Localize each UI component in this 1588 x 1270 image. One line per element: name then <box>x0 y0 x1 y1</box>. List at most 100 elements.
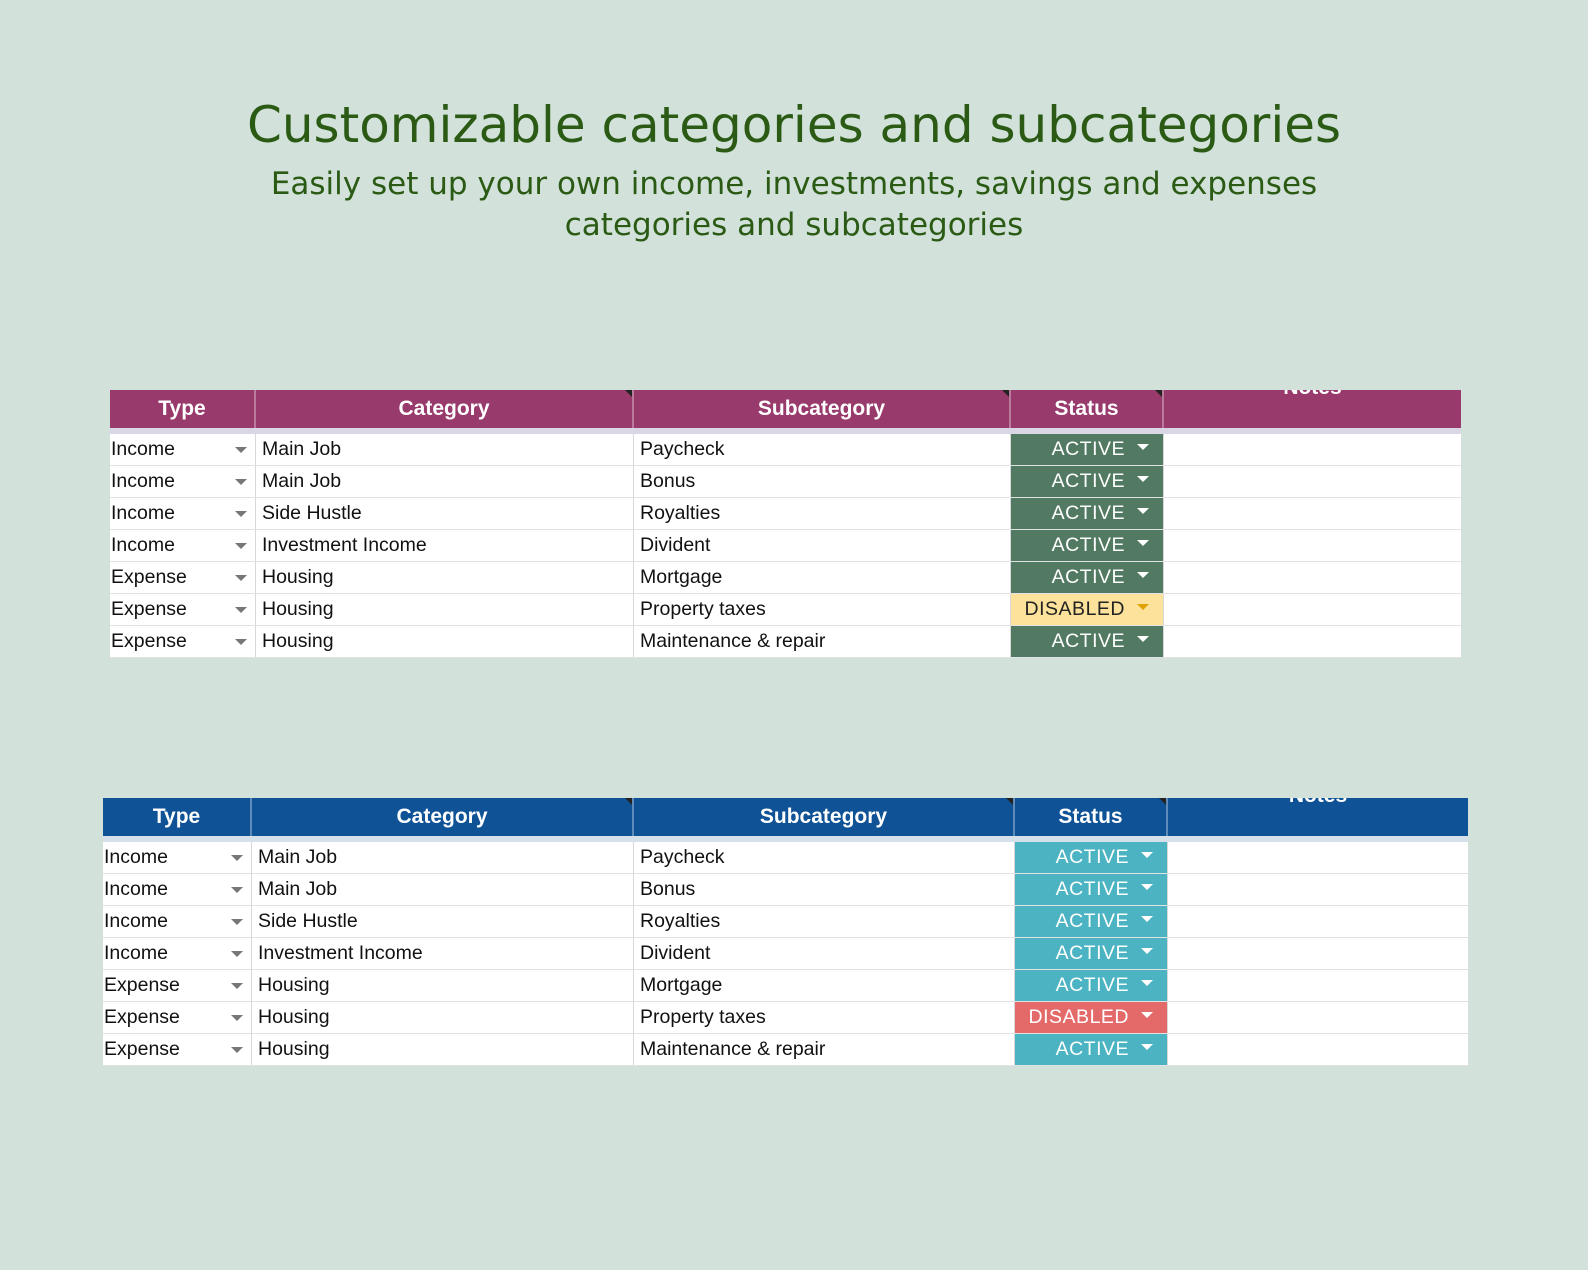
notes-cell[interactable] <box>1164 466 1461 497</box>
caret-down-icon[interactable] <box>1137 539 1149 546</box>
status-dropdown[interactable]: ACTIVE <box>1011 466 1164 497</box>
caret-down-icon[interactable] <box>231 982 243 989</box>
status-dropdown[interactable]: ACTIVE <box>1011 434 1164 465</box>
caret-down-icon[interactable] <box>235 638 247 645</box>
caret-down-icon[interactable] <box>231 1046 243 1053</box>
caret-down-icon[interactable] <box>235 510 247 517</box>
category-cell[interactable]: Side Hustle <box>252 906 634 937</box>
status-dropdown[interactable]: DISABLED <box>1011 594 1164 625</box>
caret-down-icon[interactable] <box>235 446 247 453</box>
type-dropdown[interactable]: Expense <box>103 970 252 1001</box>
caret-down-icon[interactable] <box>231 1014 243 1021</box>
notes-cell[interactable] <box>1164 562 1461 593</box>
column-header-status[interactable]: Status <box>1015 798 1168 836</box>
category-cell[interactable]: Main Job <box>256 466 634 497</box>
notes-cell[interactable] <box>1168 874 1468 905</box>
type-dropdown[interactable]: Income <box>103 938 252 969</box>
caret-down-icon[interactable] <box>1141 915 1153 922</box>
subcategory-cell[interactable]: Bonus <box>634 466 1011 497</box>
notes-cell[interactable] <box>1168 1002 1468 1033</box>
caret-down-icon[interactable] <box>1137 507 1149 514</box>
caret-down-icon[interactable] <box>1137 603 1149 610</box>
subcategory-cell[interactable]: Mortgage <box>634 562 1011 593</box>
column-header-notes[interactable]: Notes <box>1164 390 1461 428</box>
type-dropdown[interactable]: Income <box>110 530 256 561</box>
category-cell[interactable]: Investment Income <box>252 938 634 969</box>
caret-down-icon[interactable] <box>235 542 247 549</box>
column-header-category[interactable]: Category <box>252 798 634 836</box>
category-cell[interactable]: Investment Income <box>256 530 634 561</box>
column-header-type[interactable]: Type <box>110 390 256 428</box>
type-dropdown[interactable]: Income <box>110 466 256 497</box>
type-dropdown[interactable]: Expense <box>103 1002 252 1033</box>
category-cell[interactable]: Housing <box>256 562 634 593</box>
caret-down-icon[interactable] <box>1141 947 1153 954</box>
category-cell[interactable]: Housing <box>256 594 634 625</box>
subcategory-cell[interactable]: Paycheck <box>634 434 1011 465</box>
column-header-status[interactable]: Status <box>1011 390 1164 428</box>
caret-down-icon[interactable] <box>231 886 243 893</box>
category-cell[interactable]: Housing <box>252 1034 634 1065</box>
category-cell[interactable]: Side Hustle <box>256 498 634 529</box>
notes-cell[interactable] <box>1168 970 1468 1001</box>
type-dropdown[interactable]: Expense <box>110 562 256 593</box>
status-dropdown[interactable]: ACTIVE <box>1015 970 1168 1001</box>
subcategory-cell[interactable]: Royalties <box>634 498 1011 529</box>
caret-down-icon[interactable] <box>235 606 247 613</box>
subcategory-cell[interactable]: Property taxes <box>634 1002 1015 1033</box>
caret-down-icon[interactable] <box>1137 475 1149 482</box>
status-dropdown[interactable]: DISABLED <box>1015 1002 1168 1033</box>
subcategory-cell[interactable]: Mortgage <box>634 970 1015 1001</box>
notes-cell[interactable] <box>1168 938 1468 969</box>
type-dropdown[interactable]: Expense <box>110 626 256 657</box>
subcategory-cell[interactable]: Paycheck <box>634 842 1015 873</box>
notes-cell[interactable] <box>1168 842 1468 873</box>
subcategory-cell[interactable]: Bonus <box>634 874 1015 905</box>
caret-down-icon[interactable] <box>231 918 243 925</box>
column-header-notes[interactable]: Notes <box>1168 798 1468 836</box>
type-dropdown[interactable]: Income <box>110 498 256 529</box>
caret-down-icon[interactable] <box>1137 443 1149 450</box>
notes-cell[interactable] <box>1164 594 1461 625</box>
category-cell[interactable]: Housing <box>252 1002 634 1033</box>
type-dropdown[interactable]: Income <box>103 874 252 905</box>
category-cell[interactable]: Housing <box>256 626 634 657</box>
caret-down-icon[interactable] <box>231 950 243 957</box>
notes-cell[interactable] <box>1168 906 1468 937</box>
caret-down-icon[interactable] <box>235 478 247 485</box>
type-dropdown[interactable]: Income <box>103 906 252 937</box>
notes-cell[interactable] <box>1164 626 1461 657</box>
notes-cell[interactable] <box>1164 530 1461 561</box>
notes-cell[interactable] <box>1164 434 1461 465</box>
caret-down-icon[interactable] <box>1141 1043 1153 1050</box>
subcategory-cell[interactable]: Maintenance & repair <box>634 626 1011 657</box>
status-dropdown[interactable]: ACTIVE <box>1015 842 1168 873</box>
status-dropdown[interactable]: ACTIVE <box>1011 562 1164 593</box>
subcategory-cell[interactable]: Maintenance & repair <box>634 1034 1015 1065</box>
subcategory-cell[interactable]: Property taxes <box>634 594 1011 625</box>
caret-down-icon[interactable] <box>231 854 243 861</box>
column-header-type[interactable]: Type <box>103 798 252 836</box>
caret-down-icon[interactable] <box>1137 571 1149 578</box>
status-dropdown[interactable]: ACTIVE <box>1015 874 1168 905</box>
type-dropdown[interactable]: Expense <box>110 594 256 625</box>
caret-down-icon[interactable] <box>1141 979 1153 986</box>
notes-cell[interactable] <box>1164 498 1461 529</box>
caret-down-icon[interactable] <box>235 574 247 581</box>
subcategory-cell[interactable]: Royalties <box>634 906 1015 937</box>
category-cell[interactable]: Main Job <box>252 842 634 873</box>
column-header-subcategory[interactable]: Subcategory <box>634 798 1015 836</box>
status-dropdown[interactable]: ACTIVE <box>1015 906 1168 937</box>
status-dropdown[interactable]: ACTIVE <box>1015 1034 1168 1065</box>
subcategory-cell[interactable]: Divident <box>634 530 1011 561</box>
type-dropdown[interactable]: Income <box>110 434 256 465</box>
category-cell[interactable]: Main Job <box>252 874 634 905</box>
status-dropdown[interactable]: ACTIVE <box>1011 498 1164 529</box>
column-header-category[interactable]: Category <box>256 390 634 428</box>
category-cell[interactable]: Main Job <box>256 434 634 465</box>
caret-down-icon[interactable] <box>1141 851 1153 858</box>
status-dropdown[interactable]: ACTIVE <box>1011 530 1164 561</box>
subcategory-cell[interactable]: Divident <box>634 938 1015 969</box>
notes-cell[interactable] <box>1168 1034 1468 1065</box>
type-dropdown[interactable]: Income <box>103 842 252 873</box>
